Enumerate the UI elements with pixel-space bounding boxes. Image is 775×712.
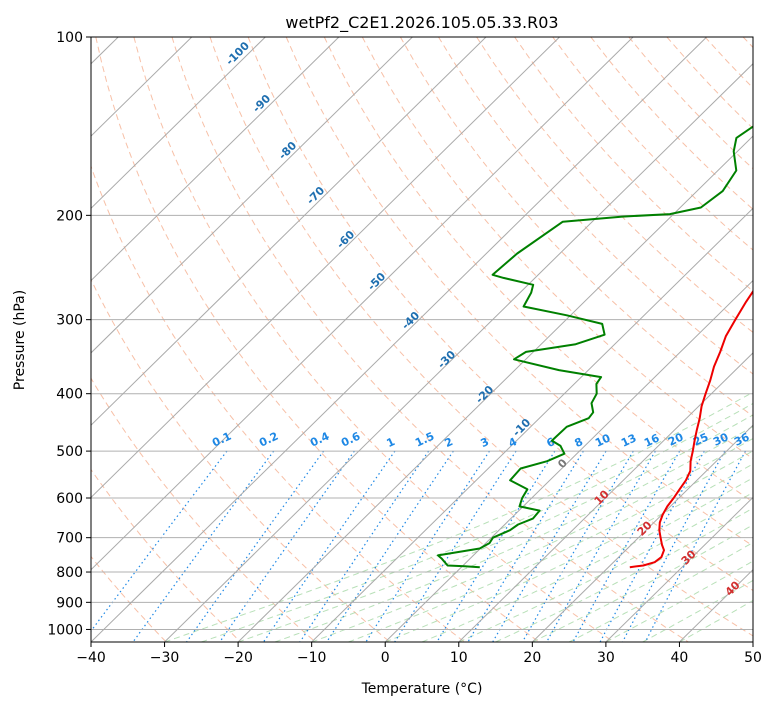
- x-tick-label: 10: [450, 650, 468, 666]
- y-tick-label: 600: [56, 491, 83, 507]
- y-tick-label: 200: [56, 208, 83, 224]
- y-tick-label: 100: [56, 30, 83, 46]
- y-tick-label: 1000: [47, 622, 83, 638]
- y-tick-label: 300: [56, 313, 83, 329]
- x-tick-label: −10: [297, 650, 327, 666]
- y-axis-label: Pressure (hPa): [12, 290, 28, 390]
- x-tick-label: −30: [150, 650, 180, 666]
- x-tick-label: 30: [597, 650, 615, 666]
- x-tick-label: 20: [523, 650, 541, 666]
- y-tick-label: 700: [56, 531, 83, 547]
- y-tick-label: 400: [56, 387, 83, 403]
- x-tick-label: 40: [671, 650, 689, 666]
- x-tick-label: 0: [381, 650, 390, 666]
- x-tick-label: 50: [744, 650, 762, 666]
- x-tick-label: −40: [76, 650, 106, 666]
- y-tick-label: 900: [56, 595, 83, 611]
- y-tick-label: 800: [56, 565, 83, 581]
- y-tick-label: 500: [56, 444, 83, 460]
- x-axis-label: Temperature (°C): [361, 681, 483, 697]
- chart-title: wetPf2_C2E1.2026.105.05.33.R03: [285, 13, 558, 33]
- x-tick-label: −20: [223, 650, 253, 666]
